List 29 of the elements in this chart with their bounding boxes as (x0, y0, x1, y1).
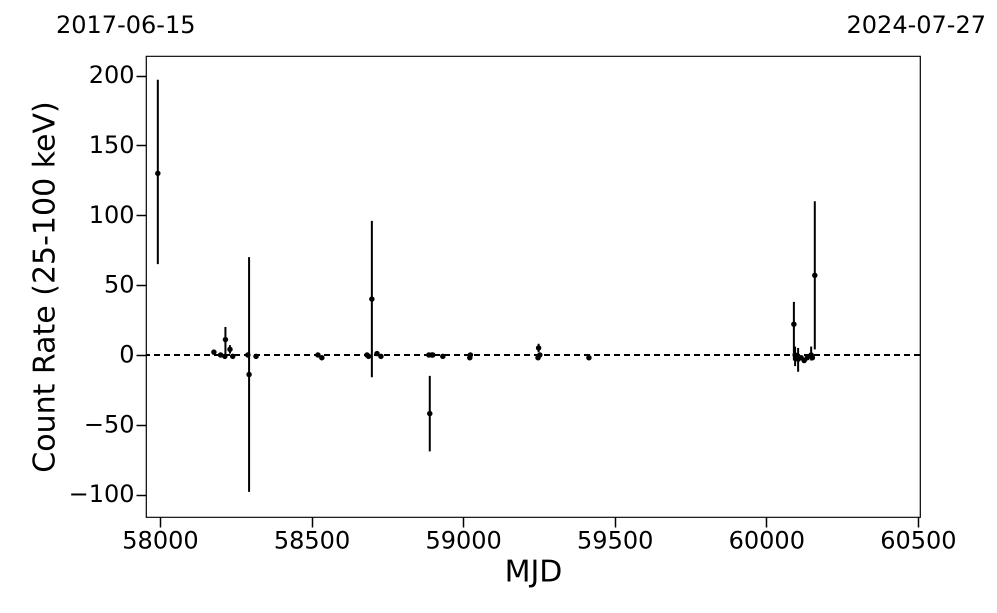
point (440, 354, 446, 360)
point (319, 355, 325, 360)
y-tick-label: 0 (119, 340, 134, 368)
x-tick-label: 58000 (122, 526, 199, 554)
y-tick-label: −50 (84, 410, 134, 438)
y-tick-label: 200 (88, 61, 134, 90)
text: 2024-07-27 (846, 11, 986, 39)
x-tick-label: 59000 (425, 526, 502, 554)
x-axis-title: MJD (504, 554, 562, 590)
point (230, 354, 236, 360)
point (222, 336, 228, 342)
point (246, 372, 252, 378)
y-axis-title: Count Rate (25-100 keV) (28, 101, 63, 473)
point (427, 410, 433, 416)
y-tick-label: 50 (104, 270, 134, 299)
x-tick-label: 59500 (577, 526, 654, 554)
point (211, 349, 217, 355)
point (155, 170, 161, 176)
point (810, 355, 816, 360)
point (369, 296, 375, 302)
text: 2017-06-15 (56, 11, 196, 39)
x-tick-label: 60500 (880, 526, 957, 554)
y-tick-label: 150 (88, 130, 134, 159)
point (791, 321, 797, 327)
x-tick-label: 58500 (274, 526, 350, 554)
x-tick-label: 60000 (728, 526, 805, 554)
point (812, 272, 818, 278)
y-tick-label: −100 (68, 480, 134, 508)
y-tick-label: 100 (88, 200, 134, 229)
